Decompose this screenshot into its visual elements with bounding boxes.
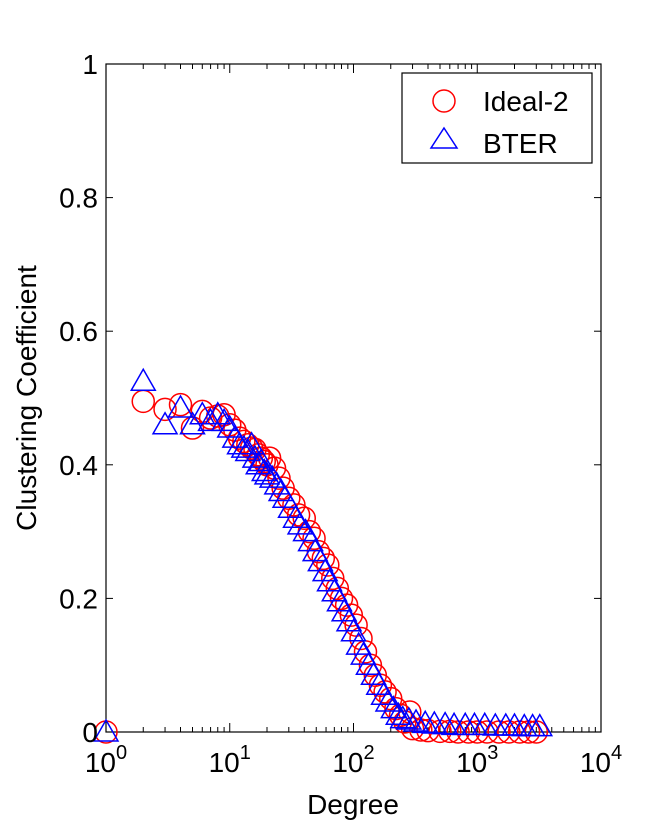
data-point-ideal-2 xyxy=(168,392,193,417)
plot-area xyxy=(105,63,602,733)
data-point-ideal-2 xyxy=(249,446,274,470)
data-point-bter xyxy=(253,461,281,485)
data-point-bter xyxy=(365,671,393,695)
legend: Ideal-2 BTER xyxy=(401,72,593,164)
data-point-bter xyxy=(244,451,272,475)
data-point-ideal-2 xyxy=(267,466,291,490)
y-tick-label: 1 xyxy=(82,49,98,80)
x-tick-label: 104 xyxy=(580,742,622,778)
data-point-bter xyxy=(210,407,238,432)
legend-marker-triangle xyxy=(429,126,459,149)
data-point-ideal-2 xyxy=(339,603,364,627)
data-point-bter xyxy=(92,718,120,742)
x-tick-label: 103 xyxy=(456,742,498,778)
y-tick-label: 0.6 xyxy=(59,316,98,347)
data-point-ideal-2 xyxy=(316,553,340,577)
y-tick-label: 0.8 xyxy=(59,183,98,214)
data-point-ideal-2 xyxy=(311,546,336,571)
tick-labels: 0 0.2 0.4 0.6 0.8 1 100 101 102 103 104 xyxy=(59,49,622,778)
data-point-bter xyxy=(129,367,157,392)
data-point-bter xyxy=(248,447,275,472)
data-point-bter xyxy=(380,695,407,719)
data-point-bter xyxy=(402,708,430,732)
data-point-bter xyxy=(345,631,372,655)
data-point-bter xyxy=(151,411,179,435)
y-tick-label: 0 xyxy=(82,717,98,748)
data-point-bter xyxy=(395,706,423,730)
x-tick-label: 101 xyxy=(209,742,251,778)
data-point-bter xyxy=(230,434,258,458)
legend-label-ideal-2: Ideal-2 xyxy=(483,86,569,117)
data-point-bter xyxy=(167,394,194,418)
data-point-ideal-2 xyxy=(334,593,359,617)
data-point-ideal-2 xyxy=(497,720,521,744)
legend-marker-circle xyxy=(432,89,456,113)
data-point-bter xyxy=(335,608,363,632)
data-point-bter xyxy=(297,528,324,552)
legend-label-bter: BTER xyxy=(483,128,558,159)
data-point-bter xyxy=(374,688,402,712)
y-tick-label: 0.4 xyxy=(59,450,98,481)
data-point-ideal-2 xyxy=(292,506,317,530)
y-tick-label: 0.2 xyxy=(59,583,98,614)
data-point-ideal-2 xyxy=(349,626,373,651)
series-bter xyxy=(92,367,554,742)
data-point-bter xyxy=(526,713,554,737)
data-point-ideal-2 xyxy=(153,397,177,422)
data-point-bter xyxy=(286,511,314,535)
data-point-bter xyxy=(311,558,339,582)
data-point-ideal-2 xyxy=(388,703,413,728)
data-point-bter xyxy=(326,588,353,612)
data-point-ideal-2 xyxy=(321,566,345,591)
data-point-bter xyxy=(384,701,412,726)
data-point-ideal-2 xyxy=(286,503,311,527)
data-point-bter xyxy=(389,705,417,729)
data-point-ideal-2 xyxy=(456,720,481,744)
data-point-bter xyxy=(316,568,343,592)
data-point-bter xyxy=(197,407,224,432)
y-axis-label: Clustering Coefficient xyxy=(11,265,42,531)
data-point-bter xyxy=(204,401,232,425)
data-point-bter xyxy=(238,431,265,455)
data-point-bter xyxy=(307,548,334,572)
x-tick-label: 100 xyxy=(85,742,127,778)
data-point-ideal-2 xyxy=(239,436,264,460)
x-axis-label: Degree xyxy=(307,789,399,820)
x-tick-label: 102 xyxy=(332,742,374,778)
data-point-ideal-2 xyxy=(373,680,397,704)
data-point-ideal-2 xyxy=(302,526,326,551)
